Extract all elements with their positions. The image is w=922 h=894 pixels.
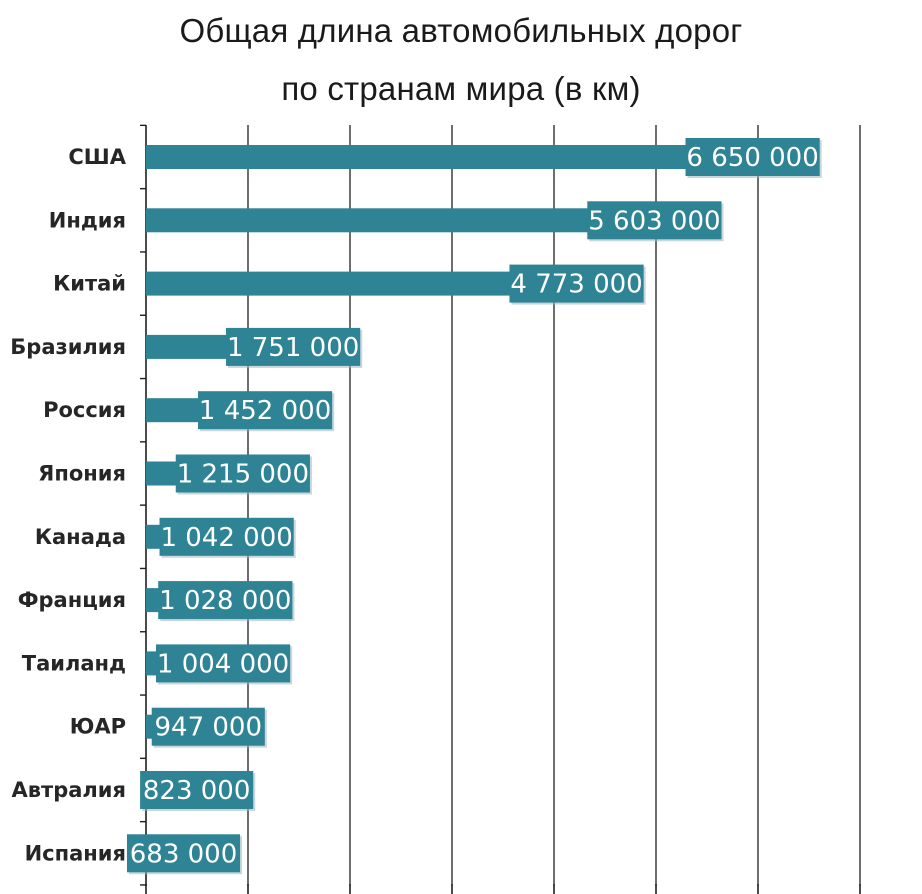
value-label-box <box>126 834 241 873</box>
value-label: 1 452 000 <box>199 396 331 426</box>
value-label: 1 215 000 <box>177 460 309 490</box>
category-label: Япония <box>38 462 126 486</box>
value-label: 5 603 000 <box>588 206 720 236</box>
value-label: 683 000 <box>130 839 238 869</box>
value-label: 823 000 <box>143 776 251 806</box>
value-label-box <box>175 454 310 493</box>
value-label-box <box>587 201 722 240</box>
value-label-box <box>140 771 254 809</box>
chart-title-line-2: по странам мира (в км) <box>281 70 641 107</box>
category-label: ЮАР <box>70 715 126 739</box>
category-label: Автралия <box>12 778 127 802</box>
category-label: Россия <box>43 398 126 422</box>
value-labels: 6 650 000 5 603 000 4 773 000 1 751 000 1 45… <box>126 138 822 875</box>
value-label: 1 042 000 <box>160 523 292 553</box>
value-label: 947 000 <box>155 713 263 743</box>
category-label: Бразилия <box>10 335 126 359</box>
chart-title-line-1: Общая длина автомобильных дорог <box>179 12 743 49</box>
grid-lines <box>140 124 861 894</box>
value-label-box <box>159 517 294 556</box>
value-label-box <box>155 644 291 683</box>
value-label-box <box>197 391 333 430</box>
value-label-box <box>509 264 644 303</box>
category-label: Индия <box>49 208 126 232</box>
value-label-box <box>151 707 265 746</box>
category-label: Китай <box>53 272 126 296</box>
value-label: 4 773 000 <box>510 270 642 300</box>
category-label: США <box>68 145 126 169</box>
value-label: 1 751 000 <box>227 333 359 363</box>
value-label-box <box>158 581 293 620</box>
chart-title: Общая длина автомобильных дорог по стран… <box>0 2 922 118</box>
category-label: Канада <box>35 525 126 549</box>
value-label: 1 004 000 <box>157 649 289 679</box>
bar <box>146 145 770 169</box>
value-label: 6 650 000 <box>686 143 818 173</box>
category-label: Франция <box>18 588 126 612</box>
category-label: Таиланд <box>22 651 126 675</box>
bars <box>146 145 770 866</box>
bar <box>146 208 672 233</box>
category-labels: США Индия Китай Бразилия Россия Япония Канада Ф… <box>10 145 126 865</box>
value-label-box <box>685 138 820 176</box>
value-label: 1 028 000 <box>159 586 291 616</box>
value-label-box <box>226 327 361 366</box>
category-label: Испания <box>25 841 126 865</box>
